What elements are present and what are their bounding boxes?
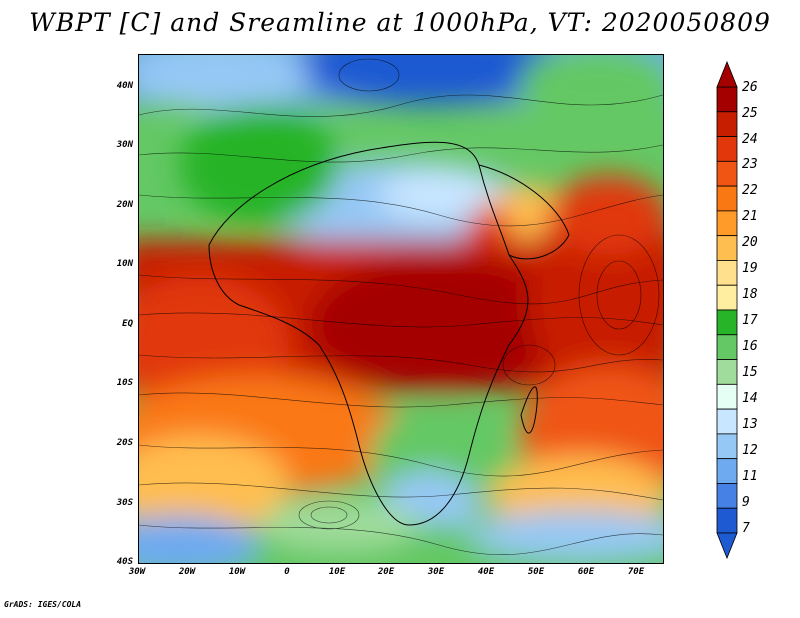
colorbar-label: 25 xyxy=(742,106,758,121)
colorbar-segment xyxy=(716,235,738,261)
lat-label: 40S xyxy=(116,557,133,567)
colorbar-label: 15 xyxy=(742,365,758,380)
colorbar-label: 17 xyxy=(742,313,758,328)
colorbar-label: 14 xyxy=(742,391,758,406)
lon-label: 70E xyxy=(627,567,645,577)
colorbar-segment xyxy=(716,284,738,311)
colorbar-segment xyxy=(716,408,738,435)
lon-label: 20E xyxy=(377,567,395,577)
lon-label: 10E xyxy=(328,567,346,577)
colorbar-label: 24 xyxy=(742,132,758,147)
lon-label: 0 xyxy=(284,567,290,577)
colorbar-label: 7 xyxy=(742,521,750,536)
colorbar-segment xyxy=(716,309,738,336)
colorbar-label: 12 xyxy=(742,443,758,458)
colorbar-label: 18 xyxy=(742,287,758,302)
map-title: WBPT [C] and Sreamline at 1000hPa, VT: 2… xyxy=(29,8,771,37)
grads-credit: GrADS: IGES/COLA xyxy=(4,600,82,609)
colorbar-segment xyxy=(716,359,738,385)
colorbar-segment xyxy=(716,507,738,534)
colorbar-segment xyxy=(716,433,738,460)
colorbar-segment xyxy=(716,383,738,410)
colorbar-segment xyxy=(716,483,738,509)
colorbar-segment xyxy=(716,86,738,113)
colorbar-top-arrow xyxy=(716,60,738,88)
lon-label: 60E xyxy=(577,567,595,577)
lat-label: 20S xyxy=(116,438,133,448)
lat-label: 40N xyxy=(116,81,133,91)
lon-label: 40E xyxy=(477,567,495,577)
streamlines-overlay xyxy=(139,58,663,555)
colorbar-segment xyxy=(716,260,738,286)
map-plot-area xyxy=(138,54,664,564)
lon-label: 20W xyxy=(178,567,196,577)
colorbar-bottom-arrow xyxy=(716,532,738,560)
colorbar-label: 23 xyxy=(742,157,758,172)
lon-label: 50E xyxy=(527,567,545,577)
colorbar-segment xyxy=(716,210,738,237)
colorbar-label: 11 xyxy=(742,469,758,484)
colorbar-label: 9 xyxy=(742,495,750,510)
colorbar-label: 13 xyxy=(742,417,758,432)
colorbar-label: 20 xyxy=(742,235,758,250)
lat-label: EQ xyxy=(122,319,133,329)
lat-label: 20N xyxy=(116,200,133,210)
colorbar-segment xyxy=(716,334,738,360)
lat-label: 30S xyxy=(116,498,133,508)
lat-label: 10S xyxy=(116,378,133,388)
colorbar-label: 26 xyxy=(742,80,758,95)
colorbar-label: 16 xyxy=(742,339,758,354)
wbpt-map-canvas xyxy=(139,55,663,563)
wbpt-field xyxy=(139,55,663,563)
lat-label: 10N xyxy=(116,259,133,269)
colorbar-segment xyxy=(716,136,738,162)
lon-label: 30E xyxy=(427,567,445,577)
coastlines xyxy=(208,141,570,526)
colorbar-segment xyxy=(716,160,738,187)
lon-label: 30W xyxy=(128,567,146,577)
lon-label: 10W xyxy=(228,567,246,577)
colorbar-segment xyxy=(716,111,738,137)
lat-label: 30N xyxy=(116,140,133,150)
colorbar-segment xyxy=(716,185,738,212)
colorbar-label: 22 xyxy=(742,183,758,198)
colorbar xyxy=(716,60,738,560)
colorbar-segment xyxy=(716,458,738,484)
colorbar-label: 19 xyxy=(742,261,758,276)
colorbar-label: 21 xyxy=(742,209,758,224)
